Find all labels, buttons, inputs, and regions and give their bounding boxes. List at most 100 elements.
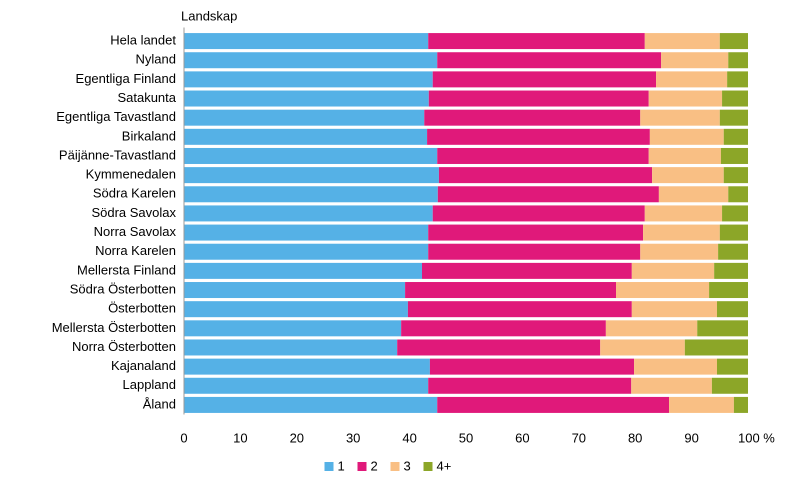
bar-segment — [644, 33, 720, 50]
y-tick-label: Kymmenedalen — [86, 167, 176, 182]
bar-segment — [437, 147, 649, 164]
x-tick-label: 50 — [459, 430, 473, 445]
y-tick-label: Mellersta Finland — [77, 262, 176, 277]
bar-segment — [600, 339, 685, 356]
bar-segment — [709, 282, 748, 299]
bar-segment — [422, 262, 632, 279]
bar-segment — [631, 262, 715, 279]
bar-segment — [723, 128, 748, 145]
bar-segment — [184, 377, 429, 394]
y-tick-label: Norra Savolax — [94, 224, 177, 239]
bar-segment — [616, 282, 710, 299]
bar-segment — [184, 205, 433, 222]
bar-segment — [184, 224, 429, 241]
bar-segment — [429, 358, 635, 375]
x-tick-label: 40 — [402, 430, 416, 445]
bar-segment — [640, 243, 719, 260]
bar-segment — [428, 243, 641, 260]
bar-segment — [658, 186, 729, 203]
bar-segment — [605, 320, 698, 337]
bar-segment — [428, 224, 644, 241]
bar-segment — [716, 301, 748, 318]
bar-segment — [437, 396, 670, 413]
legend-label: 3 — [404, 458, 411, 473]
y-tick-label: Österbotten — [108, 301, 176, 316]
y-tick-label: Hela landet — [110, 33, 176, 48]
bar-segment — [184, 52, 438, 69]
bar-segment — [634, 358, 717, 375]
bar-segment — [631, 377, 712, 394]
bar-segment — [184, 186, 438, 203]
x-tick-label: 100 % — [738, 430, 775, 445]
bar-segment — [644, 205, 723, 222]
bar-segment — [727, 71, 748, 88]
bar-segment — [684, 339, 748, 356]
bar-segment — [184, 282, 406, 299]
bar-segment — [184, 262, 423, 279]
bar-segment — [716, 358, 748, 375]
legend-label: 4+ — [437, 458, 452, 473]
bar-segment — [397, 339, 601, 356]
bar-segment — [719, 109, 748, 126]
x-tick-label: 30 — [346, 430, 360, 445]
bar-segment — [719, 224, 748, 241]
x-tick-label: 20 — [290, 430, 304, 445]
bar-segment — [432, 71, 657, 88]
bar-segment — [648, 90, 723, 107]
bar-segment — [649, 128, 724, 145]
bar-segment — [643, 224, 720, 241]
bar-segment — [184, 320, 402, 337]
legend-swatch — [357, 462, 367, 471]
y-tick-label: Norra Österbotten — [72, 339, 176, 354]
bar-segment — [428, 33, 645, 50]
bar-segment — [184, 109, 425, 126]
legend-label: 2 — [371, 458, 378, 473]
bar-segment — [184, 147, 438, 164]
bar-segment — [184, 71, 433, 88]
bar-segment — [728, 186, 748, 203]
y-tick-label: Egentliga Finland — [76, 71, 176, 86]
bar-segment — [427, 128, 650, 145]
bar-segment — [648, 147, 721, 164]
y-tick-label: Södra Österbotten — [70, 281, 176, 296]
y-tick-label: Södra Karelen — [93, 186, 176, 201]
bar-segment — [722, 90, 748, 107]
y-tick-label: Mellersta Österbotten — [52, 320, 176, 335]
legend-swatch — [390, 462, 400, 471]
bar-segment — [640, 109, 720, 126]
bar-segment — [184, 301, 408, 318]
x-tick-label: 90 — [684, 430, 698, 445]
y-tick-label: Satakunta — [117, 90, 176, 105]
bar-segment — [711, 377, 748, 394]
bar-segment — [652, 167, 724, 184]
bar-segment — [728, 52, 748, 69]
bar-segment — [184, 128, 428, 145]
bar-segment — [184, 167, 439, 184]
bar-segment — [661, 52, 729, 69]
legend-swatch — [423, 462, 433, 471]
bar-segment — [184, 396, 438, 413]
bar-segment — [723, 167, 748, 184]
bar-segment — [697, 320, 748, 337]
bar-segment — [184, 358, 430, 375]
y-tick-label: Birkaland — [122, 128, 176, 143]
legend-label: 1 — [338, 458, 345, 473]
y-tick-label: Åland — [143, 396, 176, 411]
x-tick-label: 0 — [180, 430, 187, 445]
bar-segment — [401, 320, 606, 337]
bar-segment — [718, 243, 748, 260]
bar-segment — [720, 147, 748, 164]
bar-segment — [405, 282, 617, 299]
legend-swatch — [324, 462, 334, 471]
bar-segment — [428, 377, 632, 394]
x-tick-label: 10 — [233, 430, 247, 445]
bar-segment — [432, 205, 645, 222]
y-tick-label: Södra Savolax — [91, 205, 176, 220]
bar-segment — [631, 301, 717, 318]
y-tick-label: Kajanaland — [111, 358, 176, 373]
bar-segment — [438, 167, 653, 184]
bar-segment — [437, 186, 659, 203]
bar-segment — [407, 301, 632, 318]
y-tick-label: Egentliga Tavastland — [56, 109, 176, 124]
